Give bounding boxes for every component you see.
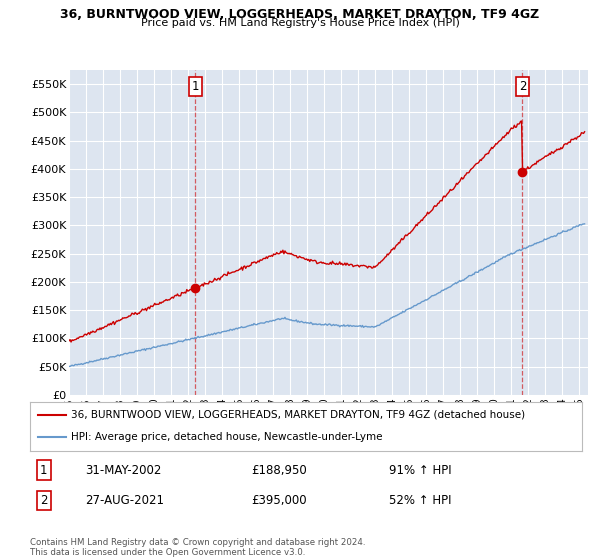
Text: 36, BURNTWOOD VIEW, LOGGERHEADS, MARKET DRAYTON, TF9 4GZ (detached house): 36, BURNTWOOD VIEW, LOGGERHEADS, MARKET … (71, 410, 526, 420)
Text: 27-AUG-2021: 27-AUG-2021 (85, 494, 164, 507)
Text: 36, BURNTWOOD VIEW, LOGGERHEADS, MARKET DRAYTON, TF9 4GZ: 36, BURNTWOOD VIEW, LOGGERHEADS, MARKET … (61, 8, 539, 21)
Text: HPI: Average price, detached house, Newcastle-under-Lyme: HPI: Average price, detached house, Newc… (71, 432, 383, 442)
Text: 2: 2 (519, 80, 526, 93)
Text: Contains HM Land Registry data © Crown copyright and database right 2024.
This d: Contains HM Land Registry data © Crown c… (30, 538, 365, 557)
Text: £188,950: £188,950 (251, 464, 307, 477)
Text: 31-MAY-2002: 31-MAY-2002 (85, 464, 161, 477)
Text: 52% ↑ HPI: 52% ↑ HPI (389, 494, 451, 507)
Text: 91% ↑ HPI: 91% ↑ HPI (389, 464, 451, 477)
Text: £395,000: £395,000 (251, 494, 307, 507)
Text: 1: 1 (191, 80, 199, 93)
Text: Price paid vs. HM Land Registry's House Price Index (HPI): Price paid vs. HM Land Registry's House … (140, 18, 460, 29)
Text: 1: 1 (40, 464, 47, 477)
Text: 2: 2 (40, 494, 47, 507)
